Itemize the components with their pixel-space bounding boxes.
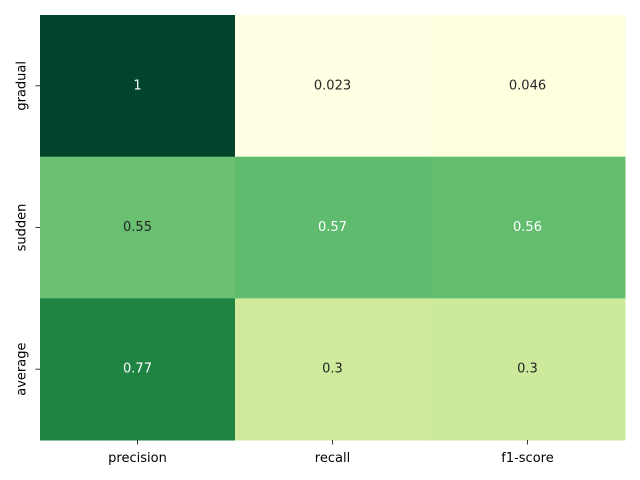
cell-label-gradual-f1-score: 0.046: [509, 78, 546, 93]
heatmap-cell-gradual-f1-score: [430, 15, 626, 158]
x-tick-label-f1-score: f1-score: [501, 451, 553, 466]
heatmap-cells: [40, 15, 626, 441]
heatmap-cell-gradual-precision: [40, 15, 236, 158]
cell-label-sudden-f1-score: 0.56: [513, 220, 542, 235]
cell-label-average-precision: 0.77: [123, 362, 152, 377]
x-tick-label-precision: precision: [108, 451, 167, 466]
cell-label-sudden-recall: 0.57: [318, 220, 347, 235]
y-axis: gradual sudden average: [15, 61, 40, 396]
x-axis: precision recall f1-score: [108, 440, 554, 466]
cell-label-sudden-precision: 0.55: [123, 220, 152, 235]
heatmap-cell-average-f1-score: [430, 298, 626, 441]
x-tick-label-recall: recall: [315, 451, 350, 466]
heatmap-cell-gradual-recall: [235, 15, 431, 158]
y-tick-label-gradual: gradual: [15, 61, 30, 111]
y-tick-label-average: average: [15, 343, 30, 396]
y-tick-label-sudden: sudden: [15, 204, 30, 252]
heatmap-cell-sudden-recall: [235, 156, 431, 299]
heatmap-cell-average-recall: [235, 298, 431, 441]
heatmap-cell-average-precision: [40, 298, 236, 441]
cell-label-gradual-recall: 0.023: [314, 78, 351, 93]
cell-label-gradual-precision: 1: [133, 78, 141, 93]
cell-label-average-f1-score: 0.3: [517, 362, 538, 377]
cell-annotations: 1 0.023 0.046 0.55 0.57 0.56 0.77 0.3 0.3: [123, 78, 546, 376]
cell-label-average-recall: 0.3: [322, 362, 343, 377]
heatmap-cell-sudden-f1-score: [430, 156, 626, 299]
heatmap-cell-sudden-precision: [40, 156, 236, 299]
